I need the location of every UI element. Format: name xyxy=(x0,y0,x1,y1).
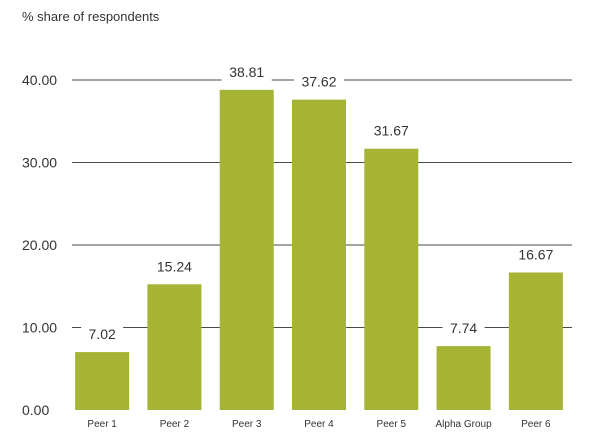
y-tick-label: 0.00 xyxy=(22,402,49,418)
y-tick-label: 40.00 xyxy=(22,72,57,88)
bar xyxy=(292,99,346,410)
y-tick-label: 10.00 xyxy=(22,320,57,336)
y-tick-label: 30.00 xyxy=(22,155,57,171)
bar xyxy=(219,89,274,410)
data-label: 15.24 xyxy=(157,258,192,274)
data-label-background xyxy=(510,245,561,265)
data-label-background xyxy=(366,121,417,141)
x-tick-label: Peer 4 xyxy=(304,419,334,430)
bar xyxy=(364,148,419,410)
data-label: 38.81 xyxy=(229,64,264,80)
y-axis-title: % share of respondents xyxy=(22,9,160,24)
data-label-background xyxy=(294,72,344,92)
x-axis-labels: Peer 1 Peer 2 Peer 3 Peer 4 Peer 5 Alpha Grou… xyxy=(87,419,551,430)
data-label: 31.67 xyxy=(374,123,409,139)
y-axis-ticks: 0.00 10.00 20.00 30.00 40.00 xyxy=(22,72,57,418)
data-label-background xyxy=(442,319,485,339)
data-label-background xyxy=(149,257,200,277)
x-tick-label: Peer 3 xyxy=(232,419,262,430)
x-tick-label: Alpha Group xyxy=(435,419,492,430)
bar xyxy=(508,272,563,410)
bar xyxy=(436,346,491,410)
x-tick-label: Peer 5 xyxy=(377,419,407,430)
x-tick-label: Peer 2 xyxy=(160,419,190,430)
bar xyxy=(147,284,202,410)
bar xyxy=(75,352,130,410)
data-label: 7.74 xyxy=(450,320,477,336)
data-label-background xyxy=(221,62,272,82)
x-tick-label: Peer 6 xyxy=(521,419,551,430)
bars xyxy=(75,89,563,410)
data-label-background xyxy=(81,325,124,345)
data-label: 37.62 xyxy=(301,74,336,90)
data-label: 16.67 xyxy=(518,246,553,262)
data-label: 7.02 xyxy=(89,326,116,342)
y-tick-label: 20.00 xyxy=(22,237,57,253)
x-tick-label: Peer 1 xyxy=(87,419,117,430)
data-labels: 7.02 15.24 38.81 37.62 31.67 7.74 16.67 xyxy=(81,62,561,345)
